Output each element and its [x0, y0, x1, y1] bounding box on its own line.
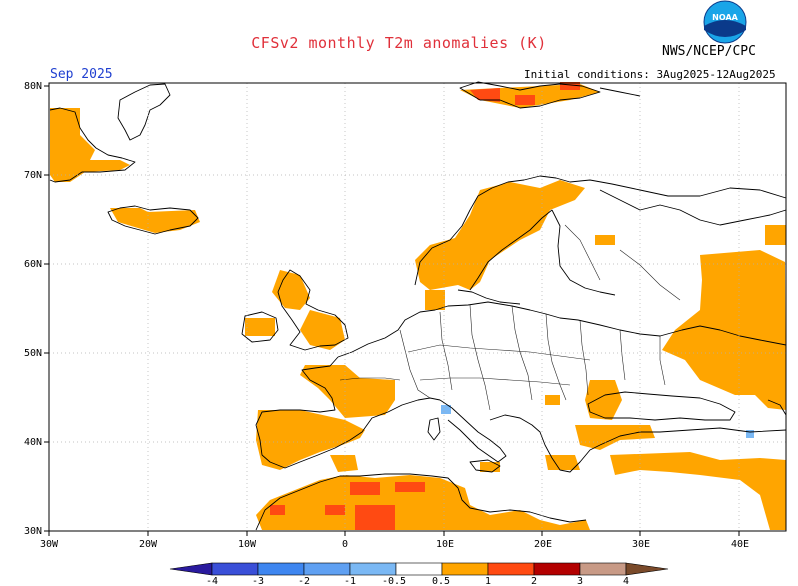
noaa-logo: NOAA: [703, 0, 747, 44]
colorbar-swatch-pos2: [533, 562, 581, 576]
country-borders: [339, 224, 681, 411]
colorbar-high-arrow: [625, 562, 669, 576]
axis-ticks: [44, 85, 740, 536]
colorbar-swatch-neg2: [257, 562, 305, 576]
lat-labels: 80N 70N 60N 50N 40N 30N: [24, 81, 42, 537]
colorbar-swatch-neutral: [395, 562, 443, 576]
colorbar-swatch-pos05: [441, 562, 489, 576]
colorbar-label-pos4: 4: [623, 576, 629, 586]
lat-label-40n: 40N: [24, 437, 42, 448]
lat-label-80n: 80N: [24, 81, 42, 92]
colorbar-low-arrow: [169, 562, 213, 576]
lon-label-10w: 10W: [238, 539, 257, 550]
colorbar-label-neg3: -3: [252, 576, 264, 586]
lon-label-40e: 40E: [731, 539, 749, 550]
colorbar-swatch-pos3: [579, 562, 627, 576]
lon-label-30w: 30W: [40, 539, 59, 550]
lat-label-30n: 30N: [24, 526, 42, 537]
lat-label-50n: 50N: [24, 348, 42, 359]
colorbar-label-pos05: 0.5: [432, 576, 450, 586]
colorbar-swatch-neg05: [349, 562, 397, 576]
initial-conditions-label: Initial conditions: 3Aug2025-12Aug2025: [524, 68, 776, 81]
lon-label-10e: 10E: [436, 539, 454, 550]
colorbar-labels: -4 -3 -2 -1 -0.5 0.5 1 2 3 4: [206, 576, 629, 586]
lon-label-30e: 30E: [632, 539, 650, 550]
agency-label: NWS/NCEP/CPC: [662, 44, 756, 59]
colorbar-label-pos1: 1: [485, 576, 491, 586]
colorbar-label-neg2: -2: [298, 576, 310, 586]
anomaly-shading: [50, 84, 786, 530]
colorbar-label-neg1: -1: [344, 576, 356, 586]
colorbar: [169, 562, 669, 576]
colorbar-label-neg05: -0.5: [382, 576, 406, 586]
valid-month-label: Sep 2025: [50, 67, 113, 82]
lat-label-60n: 60N: [24, 259, 42, 270]
lon-label-20e: 20E: [534, 539, 552, 550]
svg-text:NOAA: NOAA: [712, 13, 738, 22]
lat-label-70n: 70N: [24, 170, 42, 181]
colorbar-label-pos2: 2: [531, 576, 537, 586]
colorbar-swatch-neg1: [303, 562, 351, 576]
colorbar-label-neg4: -4: [206, 576, 218, 586]
colorbar-swatch-pos1: [487, 562, 535, 576]
lon-label-0: 0: [342, 539, 348, 550]
map-title: CFSv2 monthly T2m anomalies (K): [251, 34, 547, 52]
map-frame: [48, 82, 787, 532]
coastlines: [49, 81, 787, 531]
colorbar-label-pos3: 3: [577, 576, 583, 586]
gridlines: [49, 83, 786, 531]
lon-label-20w: 20W: [139, 539, 158, 550]
lon-labels: 30W 20W 10W 0 10E 20E 30E 40E: [40, 539, 749, 550]
colorbar-swatch-neg3: [211, 562, 259, 576]
